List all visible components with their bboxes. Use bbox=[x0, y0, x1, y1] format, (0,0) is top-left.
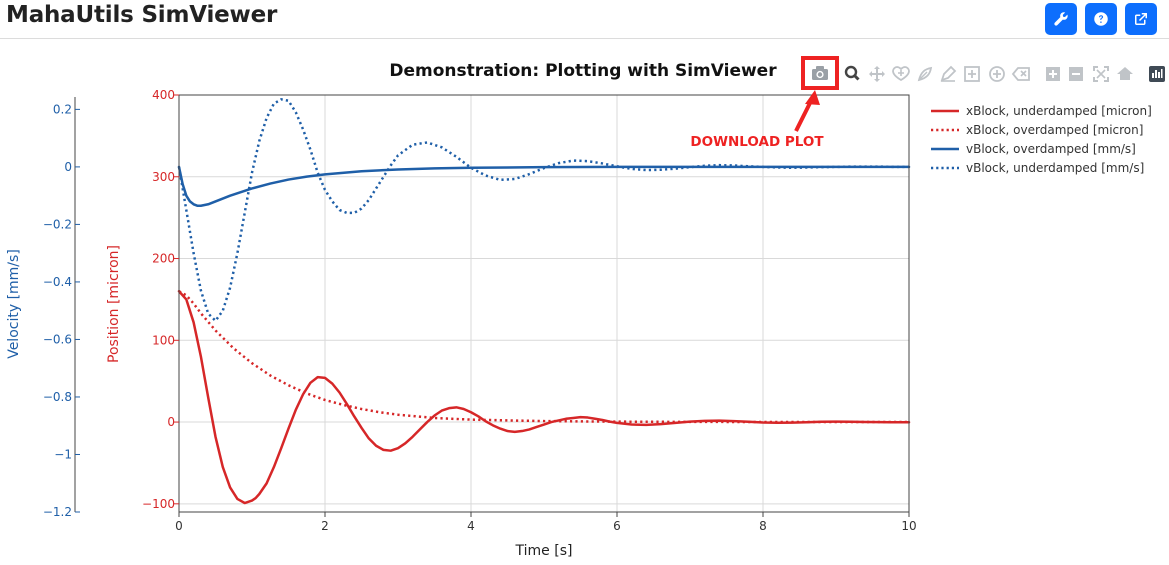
app-header: MahaUtils SimViewer bbox=[0, 0, 1169, 39]
y-left-tick-label: 100 bbox=[152, 333, 175, 347]
y-outer-tick-label: 0.2 bbox=[53, 102, 72, 116]
y-outer-tick-label: −0.6 bbox=[43, 332, 72, 346]
annotation-arrowhead bbox=[805, 90, 820, 105]
camera-icon[interactable] bbox=[812, 66, 828, 80]
y-left-axis-label: Position [micron] bbox=[106, 245, 122, 363]
erase-shape-icon[interactable] bbox=[1011, 67, 1030, 81]
zoom-in-icon[interactable] bbox=[1046, 67, 1060, 81]
legend-item[interactable]: vBlock, overdamped [mm/s] bbox=[931, 142, 1136, 156]
download-highlight-box bbox=[801, 56, 839, 90]
x-tick-label: 0 bbox=[175, 519, 183, 533]
x-tick-label: 4 bbox=[467, 519, 475, 533]
plot-background[interactable] bbox=[179, 95, 909, 512]
y-outer-tick-label: −1.2 bbox=[43, 505, 72, 519]
series-layer bbox=[177, 98, 911, 505]
open-external-button[interactable] bbox=[1125, 3, 1157, 35]
legend-label: xBlock, underdamped [micron] bbox=[966, 104, 1152, 118]
draw-closed-path-icon[interactable] bbox=[964, 66, 980, 82]
external-link-icon bbox=[1135, 13, 1147, 25]
legend-item[interactable]: xBlock, underdamped [micron] bbox=[931, 104, 1152, 118]
y-outer-tick-label: −1 bbox=[54, 447, 72, 461]
y-left-tick-label: 300 bbox=[152, 170, 175, 184]
help-icon bbox=[1094, 12, 1108, 26]
draw-circle-icon[interactable] bbox=[989, 66, 1005, 82]
help-button[interactable] bbox=[1085, 3, 1117, 35]
y-left-tick-label: 200 bbox=[152, 252, 175, 266]
legend-label: xBlock, overdamped [micron] bbox=[966, 123, 1143, 137]
lasso-select-icon[interactable] bbox=[892, 66, 910, 82]
legend-item[interactable]: vBlock, underdamped [mm/s] bbox=[931, 161, 1144, 175]
download-plot-annotation: DOWNLOAD PLOT bbox=[690, 134, 824, 150]
y-outer-tick-label: −0.4 bbox=[43, 275, 72, 289]
y-left-tick-label: 400 bbox=[152, 88, 175, 102]
settings-button[interactable] bbox=[1045, 3, 1077, 35]
pan-icon[interactable] bbox=[869, 66, 885, 82]
y-outer-axis-label: Velocity [mm/s] bbox=[6, 249, 22, 359]
zoom-out-icon[interactable] bbox=[1069, 67, 1083, 81]
y-left-tick-label: 0 bbox=[167, 415, 175, 429]
autoscale-icon[interactable] bbox=[1093, 66, 1109, 82]
x-tick-label: 8 bbox=[759, 519, 767, 533]
x-tick-label: 10 bbox=[901, 519, 916, 533]
wrench-icon bbox=[1054, 12, 1068, 26]
legend-item[interactable]: xBlock, overdamped [micron] bbox=[931, 123, 1143, 137]
box-select-icon[interactable] bbox=[917, 66, 933, 82]
legend[interactable]: xBlock, underdamped [micron] xBlock, over… bbox=[931, 104, 1152, 175]
plotly-logo-icon[interactable] bbox=[1149, 66, 1165, 82]
chart-title: Demonstration: Plotting with SimViewer bbox=[389, 61, 777, 81]
x-axis-label: Time [s] bbox=[515, 543, 573, 559]
legend-label: vBlock, overdamped [mm/s] bbox=[966, 142, 1136, 156]
app-title: MahaUtils SimViewer bbox=[6, 2, 278, 28]
legend-label: vBlock, underdamped [mm/s] bbox=[966, 161, 1144, 175]
x-tick-label: 2 bbox=[321, 519, 329, 533]
y-outer-tick-label: 0 bbox=[64, 160, 72, 174]
y-outer-tick-label: −0.2 bbox=[43, 217, 72, 231]
reset-axes-icon[interactable] bbox=[1117, 67, 1133, 80]
x-tick-label: 6 bbox=[613, 519, 621, 533]
grid bbox=[179, 95, 909, 512]
series-line-4 bbox=[177, 98, 909, 323]
plot-frame bbox=[178, 94, 910, 513]
y-left-tick-label: −100 bbox=[142, 497, 175, 511]
zoom-icon[interactable] bbox=[844, 65, 860, 81]
annotation-arrow bbox=[794, 98, 814, 132]
y-outer-tick-label: −0.8 bbox=[43, 390, 72, 404]
draw-open-path-icon[interactable] bbox=[940, 65, 957, 82]
modebar: DOWNLOAD PLOT bbox=[690, 56, 1165, 150]
